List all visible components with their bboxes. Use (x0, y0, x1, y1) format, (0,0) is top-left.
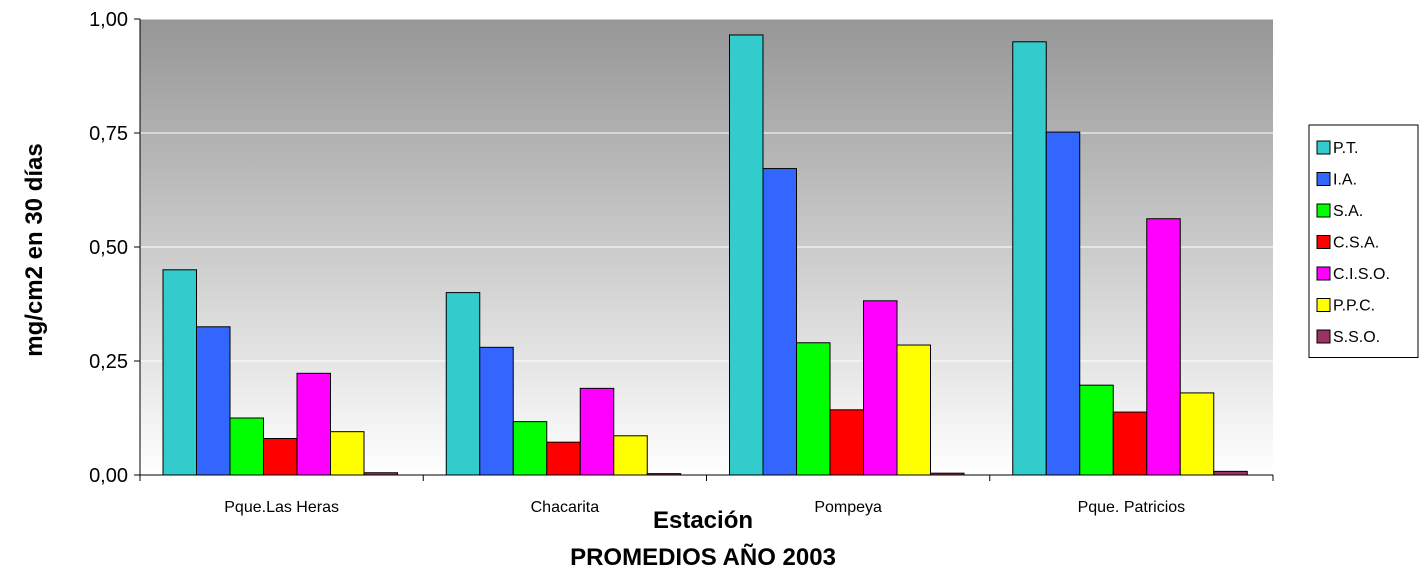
bar (512, 421, 548, 476)
bar (1213, 470, 1248, 476)
legend-label: C.I.S.O. (1333, 266, 1390, 283)
legend-swatch (1316, 329, 1331, 344)
x-axis-title: Estación (653, 507, 753, 534)
legend-label: S.A. (1333, 203, 1363, 220)
bar (863, 300, 898, 476)
y-tick-label: 0,25 (89, 351, 128, 373)
legend-swatch (1316, 203, 1331, 218)
x-tick-label: Pque. Patricios (1078, 499, 1186, 516)
bar (263, 438, 298, 476)
bar (1045, 131, 1081, 476)
bar (330, 431, 365, 476)
bar (479, 346, 514, 476)
bar (829, 409, 864, 476)
bar (1012, 41, 1047, 476)
bar (796, 342, 831, 476)
bar (445, 292, 481, 476)
bar (1179, 392, 1215, 476)
legend-label: P.T. (1333, 140, 1359, 157)
axes: 0,00 0,25 0,50 0,75 1,00 Pque.Las Heras Chacar… (89, 9, 1274, 516)
legend-swatch (1316, 298, 1331, 312)
bar (579, 387, 615, 476)
bar (296, 372, 331, 476)
bars (162, 34, 1248, 476)
legend-label: P.P.C. (1333, 298, 1375, 315)
bar (729, 34, 764, 476)
y-tick-label: 0,50 (89, 237, 128, 259)
bar (613, 435, 648, 476)
chart-title: PROMEDIOS AÑO 2003 (570, 543, 836, 571)
bar (546, 441, 581, 476)
bar (1112, 411, 1148, 476)
legend-label: C.S.A. (1333, 235, 1379, 252)
legend: P.T. I.A. S.A. C.S.A. C.I.S.O. P.P.C. S.S.O. (1308, 124, 1419, 358)
bar (1146, 218, 1181, 476)
bar (162, 269, 197, 476)
bar (229, 417, 264, 476)
legend-swatch (1316, 235, 1331, 249)
legend-swatch (1316, 172, 1331, 186)
legend-swatch (1316, 140, 1331, 155)
legend-label: I.A. (1333, 172, 1357, 189)
bar (762, 168, 797, 476)
y-axis-title: mg/cm2 en 30 días (21, 143, 48, 356)
legend-swatch (1316, 266, 1331, 281)
y-tick-label: 0,00 (89, 465, 128, 487)
y-tick-label: 1,00 (89, 9, 128, 31)
x-tick-label: Pompeya (814, 499, 882, 516)
legend-label: S.S.O. (1333, 329, 1380, 346)
bar (896, 344, 931, 476)
x-tick-label: Pque.Las Heras (224, 499, 339, 516)
x-tick-label: Chacarita (531, 499, 600, 516)
bar (1079, 384, 1114, 476)
gridlines (140, 18, 1273, 362)
y-tick-label: 0,75 (89, 123, 128, 145)
bar (196, 326, 231, 476)
